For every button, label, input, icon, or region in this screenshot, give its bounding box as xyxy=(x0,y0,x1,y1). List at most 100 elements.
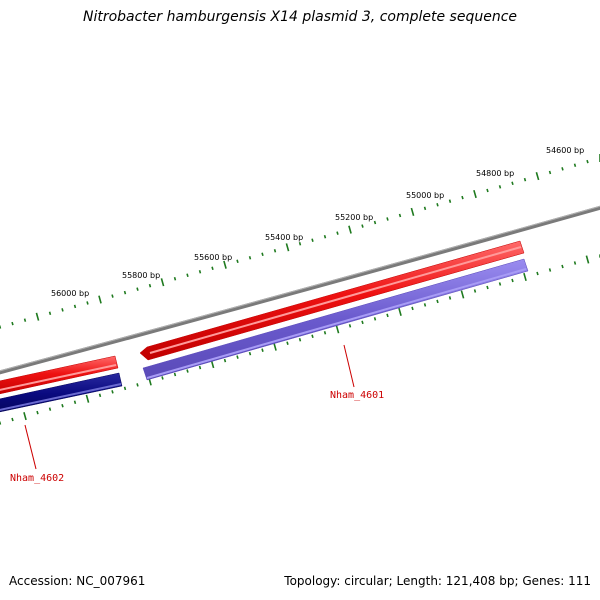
inner-ruler-minor-tick xyxy=(248,351,252,356)
gene-label-nham-4601[interactable]: Nham_4601 xyxy=(330,390,384,401)
inner-ruler-minor-tick xyxy=(311,334,314,339)
inner-ruler-minor-tick xyxy=(361,320,364,325)
leader-nham-4602 xyxy=(24,424,37,470)
inner-ruler-major-tick xyxy=(335,325,340,334)
outer-ruler-minor-tick xyxy=(373,220,377,225)
inner-ruler-minor-tick xyxy=(573,261,577,265)
gene-nham-4602-reverse-highlight xyxy=(0,383,122,411)
sequence-summary: Topology: circular; Length: 121,408 bp; … xyxy=(284,574,591,588)
outer-ruler-minor-tick xyxy=(211,266,214,271)
inner-ruler-minor-tick xyxy=(498,282,502,286)
tick-label-54600: 54600 bp xyxy=(546,146,584,155)
outer-ruler-minor-tick xyxy=(436,203,439,207)
outer-ruler-minor-tick xyxy=(11,321,14,326)
inner-ruler-minor-tick xyxy=(473,289,477,293)
gene-nham-4601-reverse[interactable] xyxy=(142,258,529,381)
tick-label-55600: 55600 bp xyxy=(194,253,232,262)
gene-label-nham-4602[interactable]: Nham_4602 xyxy=(10,473,64,484)
outer-ruler-minor-tick xyxy=(361,224,364,228)
inner-ruler-minor-tick xyxy=(536,271,539,276)
outer-ruler-minor-tick xyxy=(511,181,514,186)
outer-ruler-minor-tick xyxy=(111,294,114,298)
tick-labels: 54600 bp 54800 bp 55000 bp 55200 bp 5540… xyxy=(51,146,584,298)
tick-label-55400: 55400 bp xyxy=(265,233,303,242)
inner-ruler-minor-tick xyxy=(436,299,439,304)
inner-ruler-minor-tick xyxy=(386,313,389,318)
tick-label-54800: 54800 bp xyxy=(476,169,514,178)
inner-ruler-minor-tick xyxy=(48,407,52,411)
inner-ruler-minor-tick xyxy=(161,376,164,380)
inner-ruler-major-tick xyxy=(398,307,402,316)
inner-ruler-minor-tick xyxy=(98,393,102,398)
inner-ruler-minor-tick xyxy=(73,400,77,404)
plasmid-backbone xyxy=(0,205,600,375)
leader-nham-4601 xyxy=(343,344,355,388)
inner-ruler-minor-tick xyxy=(486,285,489,290)
inner-ruler-minor-tick xyxy=(298,337,302,342)
outer-ruler-minor-tick xyxy=(423,206,427,211)
tick-label-56000: 56000 bp xyxy=(51,289,89,298)
outer-ruler-major-tick xyxy=(160,278,165,287)
map-title: Nitrobacter hamburgensis X14 plasmid 3, … xyxy=(82,9,518,25)
outer-tick-ring xyxy=(0,154,600,329)
outer-ruler-minor-tick xyxy=(73,304,77,309)
outer-ruler-minor-tick xyxy=(461,195,464,200)
outer-ruler-major-tick xyxy=(535,172,540,181)
outer-ruler-minor-tick xyxy=(498,185,502,189)
inner-ruler-minor-tick xyxy=(411,306,414,311)
outer-ruler-minor-tick xyxy=(311,238,314,242)
tick-label-55000: 55000 bp xyxy=(406,191,444,200)
outer-ruler-minor-tick xyxy=(523,177,527,182)
outer-ruler-minor-tick xyxy=(86,301,89,305)
inner-ruler-minor-tick xyxy=(423,303,427,307)
inner-tick-ring xyxy=(0,254,600,425)
inner-ruler-minor-tick xyxy=(136,383,139,387)
outer-ruler-major-tick xyxy=(473,189,477,199)
outer-ruler-minor-tick xyxy=(573,163,577,167)
outer-ruler-minor-tick xyxy=(336,231,339,235)
gene-nham-4602-reverse[interactable] xyxy=(0,372,123,414)
outer-ruler-minor-tick xyxy=(561,167,564,171)
outer-ruler-minor-tick xyxy=(586,159,589,164)
outer-ruler-major-tick xyxy=(285,243,290,252)
inner-ruler-major-tick xyxy=(85,394,90,403)
inner-ruler-minor-tick xyxy=(236,355,239,359)
outer-ruler-major-tick xyxy=(98,295,102,304)
inner-ruler-minor-tick xyxy=(548,268,552,272)
inner-ruler-minor-tick xyxy=(511,278,514,283)
inner-ruler-minor-tick xyxy=(173,372,177,377)
inner-ruler-major-tick xyxy=(585,255,590,264)
outer-ruler-minor-tick xyxy=(236,259,239,264)
accession-text: Accession: NC_007961 xyxy=(9,574,146,588)
outer-ruler-minor-tick xyxy=(61,308,64,312)
inner-ruler-major-tick xyxy=(523,272,527,282)
outer-ruler-minor-tick xyxy=(23,318,27,322)
inner-ruler-minor-tick xyxy=(11,417,14,422)
outer-ruler-minor-tick xyxy=(186,273,189,278)
outer-ruler-minor-tick xyxy=(323,234,327,239)
inner-ruler-minor-tick xyxy=(36,410,39,415)
inner-ruler-minor-tick xyxy=(323,331,327,335)
gene-nham-4601-forward-highlight xyxy=(149,246,522,354)
plasmid-backbone-highlight xyxy=(0,205,600,372)
inner-ruler-minor-tick xyxy=(261,348,264,352)
inner-ruler-minor-tick xyxy=(348,324,352,328)
inner-ruler-minor-tick xyxy=(186,369,189,373)
inner-ruler-major-tick xyxy=(23,412,27,421)
outer-ruler-minor-tick xyxy=(48,311,52,316)
inner-ruler-minor-tick xyxy=(198,365,202,370)
outer-ruler-minor-tick xyxy=(448,199,452,203)
outer-ruler-minor-tick xyxy=(273,249,277,253)
outer-ruler-major-tick xyxy=(348,225,352,234)
gene-nham-4602-forward-highlight xyxy=(0,364,117,391)
inner-ruler-minor-tick xyxy=(111,390,114,394)
outer-ruler-minor-tick xyxy=(173,276,177,281)
inner-ruler-major-tick xyxy=(460,290,465,299)
outer-ruler-minor-tick xyxy=(136,287,139,291)
outer-ruler-minor-tick xyxy=(298,241,302,246)
tick-label-55800: 55800 bp xyxy=(122,271,160,280)
inner-ruler-minor-tick xyxy=(561,264,564,269)
outer-ruler-minor-tick xyxy=(198,270,202,274)
tick-label-55200: 55200 bp xyxy=(335,213,373,222)
inner-ruler-minor-tick xyxy=(123,386,127,391)
